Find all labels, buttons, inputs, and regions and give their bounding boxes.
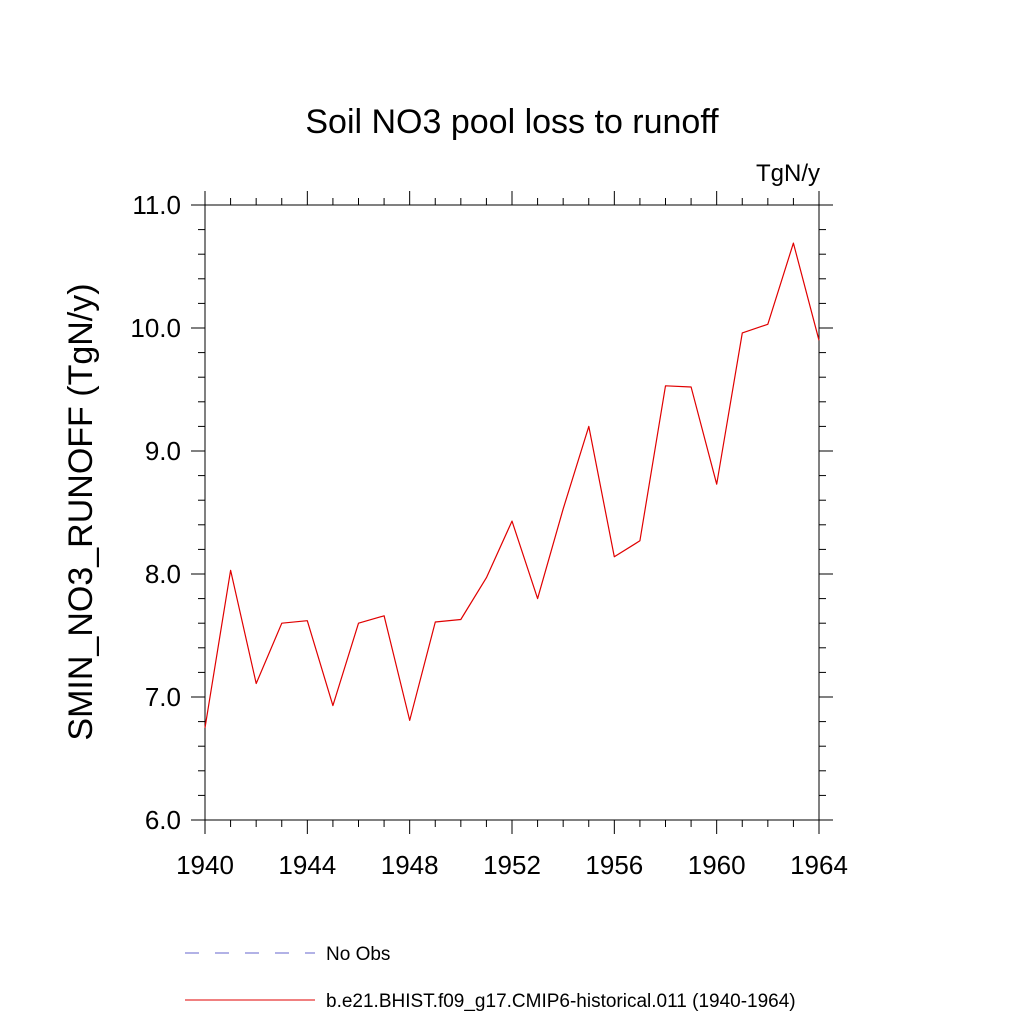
x-tick-label: 1964 xyxy=(790,850,848,880)
x-tick-label: 1948 xyxy=(381,850,439,880)
y-tick-label: 7.0 xyxy=(145,682,181,712)
units-label: TgN/y xyxy=(756,160,820,187)
legend: No Obs b.e21.BHIST.f09_g17.CMIP6-histori… xyxy=(185,944,796,1012)
x-tick-label: 1944 xyxy=(278,850,336,880)
x-tick-label: 1952 xyxy=(483,850,541,880)
y-axis-label: SMIN_NO3_RUNOFF (TgN/y) xyxy=(62,283,100,740)
y-tick-label: 10.0 xyxy=(130,313,181,343)
y-tick-label: 11.0 xyxy=(132,190,181,220)
x-tick-label: 1940 xyxy=(176,850,234,880)
y-tick-label: 6.0 xyxy=(145,805,181,835)
chart-title: Soil NO3 pool loss to runoff xyxy=(305,103,719,141)
axis-ticks xyxy=(191,191,833,834)
x-tick-label: 1956 xyxy=(585,850,643,880)
series-layer xyxy=(204,242,820,728)
y-tick-label: 9.0 xyxy=(145,436,181,466)
tick-labels: 1940 1944 1948 1952 1956 1960 1964 6.0 7.0 8.0 9.0… xyxy=(130,190,848,880)
y-tick-label: 8.0 xyxy=(145,559,181,589)
plot-frame xyxy=(204,204,820,821)
legend-label-model: b.e21.BHIST.f09_g17.CMIP6-historical.011… xyxy=(326,991,796,1012)
series-line xyxy=(204,242,820,728)
legend-label-no-obs: No Obs xyxy=(326,944,390,965)
x-tick-label: 1960 xyxy=(688,850,746,880)
